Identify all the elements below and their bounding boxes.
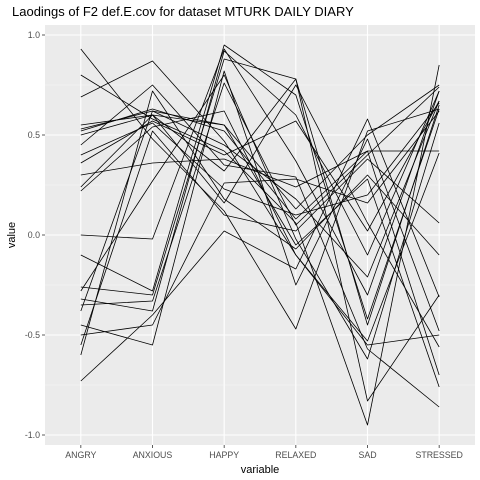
x-tick-label: SAD <box>358 450 376 460</box>
y-tick-label: 0.0 <box>28 230 40 240</box>
x-tick-label: STRESSED <box>415 450 462 460</box>
series-line-19 <box>80 82 440 306</box>
series-line-25 <box>80 110 440 388</box>
y-tick-label: 1.0 <box>28 30 40 40</box>
x-tick-label: HAPPY <box>209 450 239 460</box>
y-tick-label: -1.0 <box>25 430 40 440</box>
series-line-2 <box>80 64 440 426</box>
series-line-10 <box>80 100 440 232</box>
series-line-16 <box>80 58 440 326</box>
series-line-7 <box>80 78 440 402</box>
series-line-21 <box>80 130 440 346</box>
x-tick-label: ANGRY <box>65 450 96 460</box>
series-line-22 <box>80 90 440 356</box>
series-line-13 <box>80 110 440 346</box>
x-tick-label: RELAXED <box>275 450 316 460</box>
series-line-14 <box>80 48 440 296</box>
x-tick-label: ANXIOUS <box>133 450 173 460</box>
series-lines <box>80 44 440 426</box>
series-line-4 <box>80 84 440 210</box>
series-line-15 <box>80 44 440 320</box>
series-line-8 <box>80 84 440 408</box>
series-line-12 <box>80 84 440 348</box>
series-line-5 <box>80 100 440 278</box>
series-line-20 <box>80 70 440 346</box>
x-axis: ANGRY ANXIOUS HAPPY RELAXED SAD STRESSED <box>65 445 463 460</box>
x-axis-title: variable <box>241 464 280 476</box>
y-tick-label: 0.5 <box>28 130 40 140</box>
series-line-3 <box>80 60 440 342</box>
series-line-11 <box>80 150 440 188</box>
chart-title: Laodings of F2 def.E.cov for dataset MTU… <box>12 4 354 19</box>
series-line-24 <box>80 110 440 336</box>
series-line-23 <box>80 118 440 382</box>
series-line-18 <box>80 50 440 312</box>
y-axis-title: value <box>6 222 18 248</box>
series-line-17 <box>80 74 440 360</box>
series-line-1 <box>80 48 440 330</box>
y-axis: 1.0 0.5 0.0 -0.5 -1.0 <box>25 30 45 440</box>
y-tick-label: -0.5 <box>25 330 40 340</box>
